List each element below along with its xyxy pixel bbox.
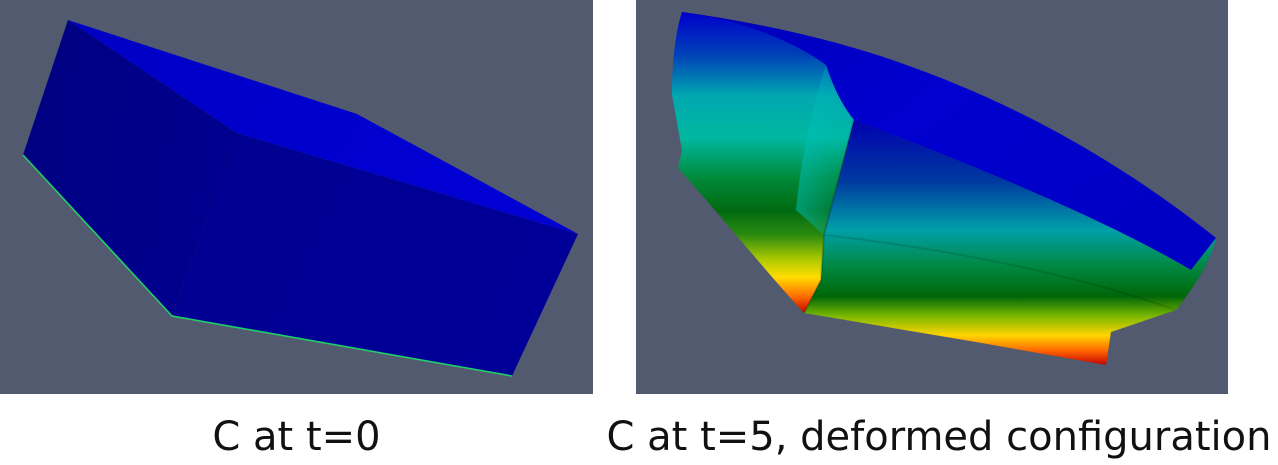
box-front-face — [172, 133, 578, 376]
deformed-crease-line — [803, 119, 855, 314]
box-bottom-edge — [22, 154, 513, 377]
caption-undeformed: C at t=0 — [212, 414, 381, 460]
deformed-body-render — [672, 12, 1216, 365]
undeformed-box-render — [22, 20, 578, 377]
box-left-face — [23, 20, 237, 316]
render-view-deformed — [636, 0, 1228, 394]
render-view-undeformed — [0, 0, 593, 394]
deformed-crease-highlight — [796, 65, 854, 235]
box-inner-edge — [185, 132, 238, 273]
box-top-face — [68, 20, 578, 234]
deformed-left-face — [672, 12, 854, 313]
deformed-band-line — [823, 234, 1177, 311]
deformed-front-face — [804, 120, 1216, 365]
caption-deformed: C at t=5, deformed configuration — [606, 414, 1272, 460]
